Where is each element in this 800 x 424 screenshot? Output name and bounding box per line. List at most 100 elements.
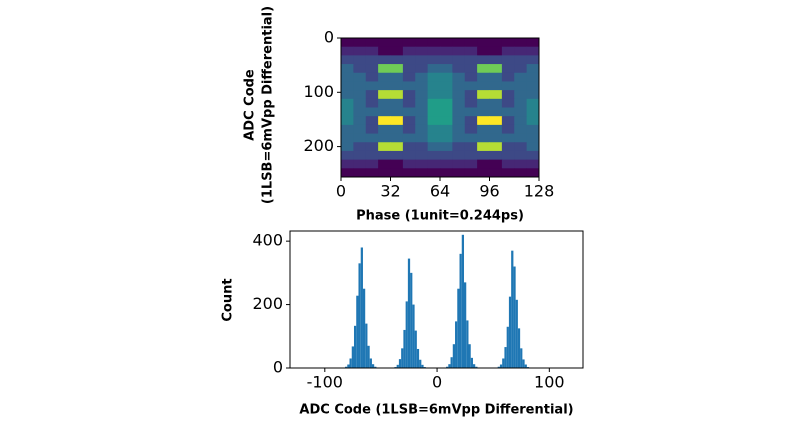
heat-cell <box>489 98 503 108</box>
heat-cell <box>440 142 453 152</box>
histogram-bar <box>513 266 516 368</box>
y-tick-label: 0 <box>273 358 283 377</box>
heat-cell <box>427 55 441 65</box>
x-tick-label: 64 <box>430 182 450 201</box>
heat-cell <box>452 150 466 161</box>
heat-cell <box>514 55 528 65</box>
heat-cell <box>341 64 354 74</box>
histogram-bar <box>459 253 462 368</box>
heat-cell <box>353 72 367 82</box>
heat-cell <box>464 159 478 169</box>
heat-cell <box>452 46 466 56</box>
heat-cell <box>390 72 404 82</box>
heat-cell <box>378 142 391 152</box>
heat-cell <box>390 116 404 126</box>
heat-cell <box>427 159 441 169</box>
heat-cell <box>452 64 466 74</box>
heat-cell <box>427 98 441 108</box>
heat-cell <box>477 38 490 48</box>
heat-cell <box>452 81 466 91</box>
heat-cell <box>365 159 379 169</box>
heat-cell <box>464 55 478 65</box>
heat-cell <box>477 133 490 143</box>
heat-cell <box>514 90 528 100</box>
heat-cell <box>378 107 391 117</box>
heat-cell <box>415 133 429 143</box>
y-tick-label: 100 <box>303 82 334 101</box>
heat-cell <box>365 38 379 48</box>
heat-cell <box>526 72 540 82</box>
heat-cell <box>526 116 540 126</box>
heat-cell <box>452 98 466 108</box>
heat-cell <box>390 64 404 74</box>
heat-cell <box>440 150 453 161</box>
histogram-bar <box>421 364 424 368</box>
y-tick-label: 200 <box>252 294 283 313</box>
heat-cell <box>440 116 453 126</box>
heat-cell <box>353 38 367 48</box>
heat-cell <box>464 107 478 117</box>
y-axis-label: ADC Code <box>243 69 258 141</box>
heat-cell <box>477 107 490 117</box>
heat-cell <box>477 150 490 161</box>
heat-cell <box>427 124 441 135</box>
histogram-bar <box>405 301 408 368</box>
heat-cell <box>452 55 466 65</box>
heat-cell <box>452 133 466 143</box>
heat-cell <box>501 133 515 143</box>
heat-cell <box>514 107 528 117</box>
histogram-bar <box>353 325 357 368</box>
heat-cell <box>415 46 429 56</box>
histogram-bar <box>358 263 361 368</box>
heat-cell <box>464 133 478 143</box>
histogram-bar <box>371 364 375 368</box>
heat-cell <box>390 168 404 178</box>
heat-cell <box>452 168 466 178</box>
heat-cell <box>477 72 490 82</box>
heat-cell <box>477 168 490 178</box>
heat-cell <box>415 142 429 152</box>
heat-cell <box>489 64 503 74</box>
heat-cell <box>402 46 416 56</box>
heat-cell <box>501 98 515 108</box>
heat-cell <box>415 72 429 82</box>
heat-cell <box>526 159 540 169</box>
histogram-bar <box>470 357 473 368</box>
histogram-bar <box>412 304 415 368</box>
heat-cell <box>477 98 490 108</box>
heat-cell <box>402 159 416 169</box>
heat-cell <box>365 55 379 65</box>
histogram-bar <box>475 366 478 368</box>
x-axis-label: ADC Code (1LSB=6mVpp Differential) <box>299 403 573 418</box>
histogram-bar <box>506 326 509 368</box>
heat-cell <box>353 90 367 100</box>
heat-cell <box>452 72 466 82</box>
heat-cell <box>427 150 441 161</box>
heat-cell <box>415 107 429 117</box>
heat-cell <box>501 116 515 126</box>
histogram-bar <box>410 272 413 368</box>
heat-cell <box>341 159 354 169</box>
heat-cell <box>365 116 379 126</box>
heat-cell <box>477 46 490 56</box>
x-tick-label: 128 <box>524 182 555 201</box>
heat-cell <box>440 72 453 82</box>
heat-cell <box>378 72 391 82</box>
heat-cell <box>477 142 490 152</box>
y-axis-label: Count <box>221 278 236 321</box>
heat-cell <box>365 81 379 91</box>
x-tick-label: 100 <box>534 373 565 392</box>
heat-cell <box>526 168 540 178</box>
heat-cell <box>415 98 429 108</box>
heat-cell <box>390 90 404 100</box>
histogram-bar <box>520 348 523 368</box>
histogram-bar <box>466 320 469 368</box>
heat-cell <box>477 81 490 91</box>
heat-cell <box>440 107 453 117</box>
histogram-bar <box>356 295 359 368</box>
histogram-bar <box>374 366 377 368</box>
x-tick-label: 96 <box>479 182 499 201</box>
heat-cell <box>477 159 490 169</box>
histogram-bar <box>367 345 370 368</box>
heat-cell <box>501 72 515 82</box>
